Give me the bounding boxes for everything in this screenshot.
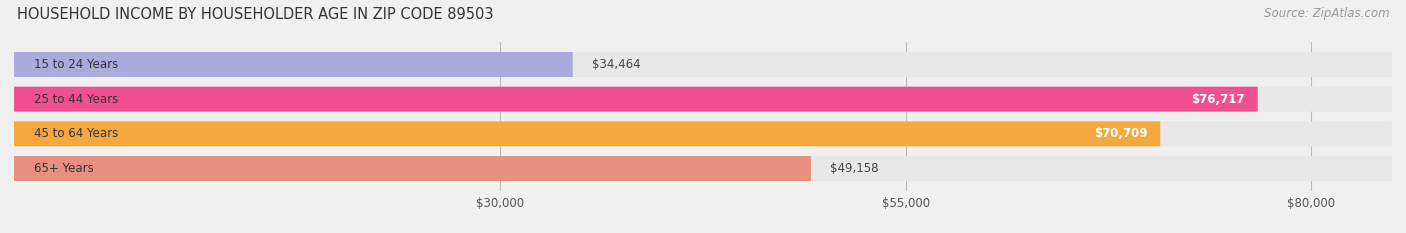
Text: Source: ZipAtlas.com: Source: ZipAtlas.com [1264, 7, 1389, 20]
FancyBboxPatch shape [14, 87, 1392, 112]
FancyBboxPatch shape [14, 87, 1257, 112]
FancyBboxPatch shape [14, 52, 572, 77]
FancyBboxPatch shape [14, 52, 1392, 77]
FancyBboxPatch shape [14, 156, 811, 181]
FancyBboxPatch shape [14, 121, 1392, 146]
FancyBboxPatch shape [14, 121, 1160, 146]
Text: 45 to 64 Years: 45 to 64 Years [34, 127, 118, 140]
Text: $70,709: $70,709 [1094, 127, 1147, 140]
Text: HOUSEHOLD INCOME BY HOUSEHOLDER AGE IN ZIP CODE 89503: HOUSEHOLD INCOME BY HOUSEHOLDER AGE IN Z… [17, 7, 494, 22]
Text: $76,717: $76,717 [1191, 93, 1244, 106]
Text: 65+ Years: 65+ Years [34, 162, 93, 175]
Text: 25 to 44 Years: 25 to 44 Years [34, 93, 118, 106]
Text: 15 to 24 Years: 15 to 24 Years [34, 58, 118, 71]
Text: $49,158: $49,158 [831, 162, 879, 175]
Text: $34,464: $34,464 [592, 58, 641, 71]
FancyBboxPatch shape [14, 156, 1392, 181]
